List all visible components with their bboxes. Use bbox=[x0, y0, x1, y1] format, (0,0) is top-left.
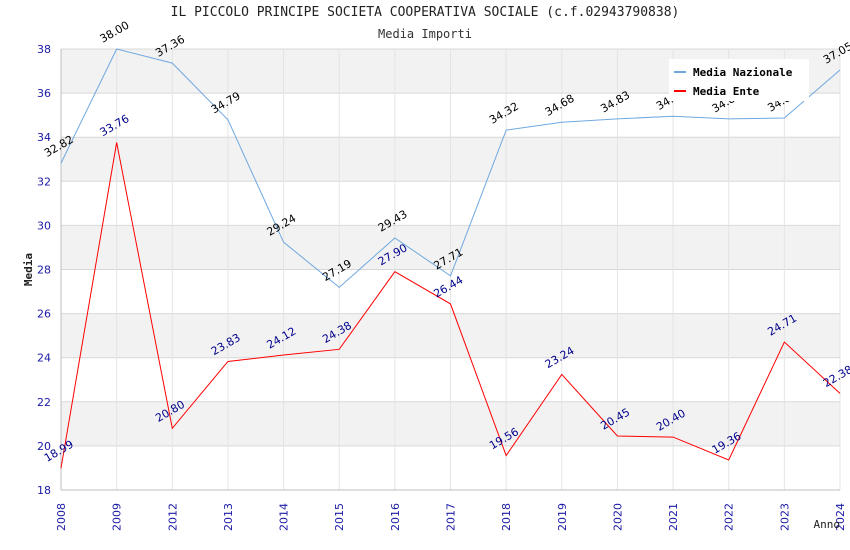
y-tick-label: 26 bbox=[37, 308, 51, 321]
x-tick-label: 2008 bbox=[55, 503, 68, 531]
legend-label: Media Nazionale bbox=[693, 66, 793, 79]
y-tick-label: 30 bbox=[37, 219, 51, 232]
x-tick-label: 2022 bbox=[723, 503, 736, 531]
x-tick-label: 2023 bbox=[778, 503, 791, 531]
series-line-media-nazionale bbox=[60, 48, 841, 289]
x-tick-label: 2024 bbox=[834, 503, 847, 531]
series-line-media-ente bbox=[60, 142, 841, 469]
y-tick-label: 38 bbox=[37, 43, 51, 56]
y-tick-label: 22 bbox=[37, 396, 51, 409]
x-tick-label: 2020 bbox=[611, 503, 624, 531]
x-axis-label: Anno bbox=[814, 518, 841, 531]
y-tick-label: 24 bbox=[37, 352, 51, 365]
chart-subtitle: Media Importi bbox=[378, 27, 472, 41]
y-tick-label: 34 bbox=[37, 131, 51, 144]
chart-title: IL PICCOLO PRINCIPE SOCIETA COOPERATIVA … bbox=[170, 5, 680, 20]
y-tick-label: 18 bbox=[37, 484, 51, 497]
y-tick-label: 28 bbox=[37, 264, 51, 277]
y-tick-label: 20 bbox=[37, 440, 51, 453]
x-tick-label: 2017 bbox=[445, 503, 458, 531]
x-tick-label: 2009 bbox=[111, 503, 124, 531]
x-tick-label: 2014 bbox=[278, 503, 291, 531]
x-tick-label: 2021 bbox=[667, 503, 680, 531]
x-tick-label: 2019 bbox=[556, 503, 569, 531]
x-tick-label: 2015 bbox=[333, 503, 346, 531]
y-axis-label: Media bbox=[22, 253, 35, 286]
legend-label: Media Ente bbox=[693, 85, 760, 98]
x-tick-label: 2016 bbox=[389, 503, 402, 531]
legend-box bbox=[669, 59, 809, 101]
y-tick-label: 32 bbox=[37, 175, 51, 188]
y-tick-label: 36 bbox=[37, 87, 51, 100]
x-tick-label: 2013 bbox=[222, 503, 235, 531]
data-label: 38.00 bbox=[98, 19, 132, 46]
x-tick-label: 2012 bbox=[166, 503, 179, 531]
x-tick-label: 2018 bbox=[500, 503, 513, 531]
